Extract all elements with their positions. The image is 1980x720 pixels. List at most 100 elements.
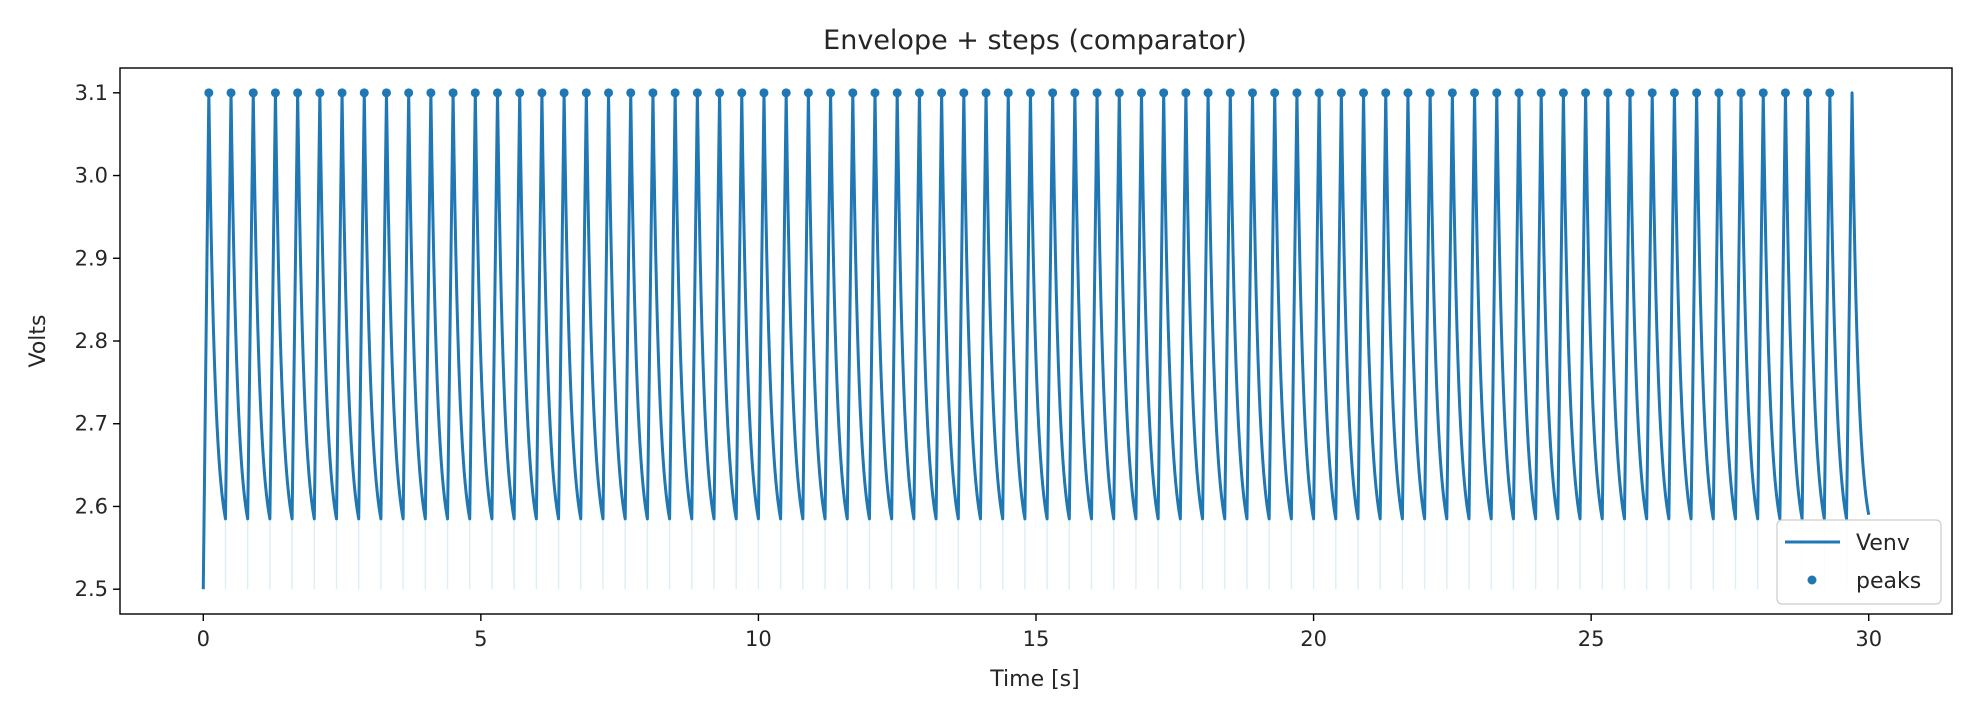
peak-point-50 [1314, 88, 1324, 98]
peak-point-48 [1270, 88, 1280, 98]
legend-label-peaks: peaks [1856, 569, 1921, 594]
peak-point-12 [470, 88, 480, 98]
x-tick-label: 10 [745, 627, 772, 651]
y-axis-label: Volts [26, 314, 51, 367]
peak-point-69 [1736, 88, 1746, 98]
peak-point-72 [1803, 88, 1813, 98]
peak-point-0 [204, 88, 214, 98]
peak-point-35 [981, 88, 991, 98]
peak-point-16 [559, 88, 569, 98]
peak-point-2 [248, 88, 258, 98]
peak-point-6 [337, 88, 347, 98]
peak-point-71 [1780, 88, 1790, 98]
peak-point-59 [1514, 88, 1524, 98]
x-axis: 0 5 10 15 20 25 30 [197, 614, 1882, 651]
chart-title: Envelope + steps (comparator) [823, 25, 1247, 56]
peak-point-17 [581, 88, 591, 98]
peak-point-65 [1647, 88, 1657, 98]
peak-point-60 [1536, 88, 1546, 98]
legend: Venv peaks [1776, 519, 1942, 605]
peak-point-47 [1248, 88, 1258, 98]
peak-point-30 [870, 88, 880, 98]
legend-marker-swatch [1807, 575, 1817, 585]
peak-point-27 [803, 88, 813, 98]
peak-point-38 [1048, 88, 1058, 98]
peak-point-23 [715, 88, 725, 98]
peak-point-19 [626, 88, 636, 98]
peak-point-42 [1136, 88, 1146, 98]
x-tick-label: 25 [1578, 627, 1605, 651]
peak-point-4 [293, 88, 303, 98]
peak-point-11 [448, 88, 458, 98]
y-tick-label: 2.8 [75, 329, 108, 353]
peak-point-73 [1825, 88, 1835, 98]
peak-point-26 [781, 88, 791, 98]
peak-point-49 [1292, 88, 1302, 98]
peak-point-51 [1336, 88, 1346, 98]
peak-point-57 [1470, 88, 1480, 98]
peak-point-32 [914, 88, 924, 98]
peak-point-8 [381, 88, 391, 98]
y-tick-label: 2.6 [75, 494, 108, 518]
y-tick-label: 2.9 [75, 246, 108, 270]
peak-point-53 [1381, 88, 1391, 98]
peak-point-46 [1225, 88, 1235, 98]
peak-point-45 [1203, 88, 1213, 98]
peak-point-1 [226, 88, 236, 98]
y-axis: 2.5 2.6 2.7 2.8 2.9 3.0 3.1 [75, 81, 120, 601]
peak-point-61 [1558, 88, 1568, 98]
y-tick-label: 2.5 [75, 577, 108, 601]
peak-point-10 [426, 88, 436, 98]
peak-point-15 [537, 88, 547, 98]
peak-point-64 [1625, 88, 1635, 98]
y-tick-label: 2.7 [75, 412, 108, 436]
peak-point-28 [826, 88, 836, 98]
peak-point-68 [1714, 88, 1724, 98]
peak-point-70 [1758, 88, 1768, 98]
peak-point-13 [493, 88, 503, 98]
peak-point-9 [404, 88, 414, 98]
x-axis-label: Time [s] [989, 667, 1079, 692]
peaks-layer [204, 88, 1835, 98]
x-tick-label: 15 [1023, 627, 1050, 651]
peak-point-29 [848, 88, 858, 98]
peak-point-33 [937, 88, 947, 98]
peak-point-55 [1425, 88, 1435, 98]
peak-point-62 [1581, 88, 1591, 98]
legend-label-venv: Venv [1856, 531, 1910, 556]
peak-point-63 [1603, 88, 1613, 98]
peak-point-43 [1159, 88, 1169, 98]
peak-point-67 [1692, 88, 1702, 98]
peak-point-21 [670, 88, 680, 98]
peak-point-40 [1092, 88, 1102, 98]
peak-point-66 [1669, 88, 1679, 98]
peak-point-56 [1447, 88, 1457, 98]
peak-point-24 [737, 88, 747, 98]
series-venv-line [201, 91, 1871, 590]
peak-point-44 [1181, 88, 1191, 98]
peak-point-37 [1025, 88, 1035, 98]
peak-point-54 [1403, 88, 1413, 98]
x-tick-label: 0 [197, 627, 210, 651]
peak-point-20 [648, 88, 658, 98]
line-layer [201, 91, 1871, 590]
peak-point-18 [604, 88, 614, 98]
peak-point-3 [270, 88, 280, 98]
y-tick-label: 3.1 [75, 81, 108, 105]
peak-point-31 [892, 88, 902, 98]
peak-point-34 [959, 88, 969, 98]
peak-point-39 [1070, 88, 1080, 98]
y-tick-label: 3.0 [75, 164, 108, 188]
peak-point-58 [1492, 88, 1502, 98]
peak-point-7 [359, 88, 369, 98]
peak-point-52 [1359, 88, 1369, 98]
peak-point-14 [515, 88, 525, 98]
steps-layer [224, 518, 1848, 590]
x-tick-label: 30 [1855, 627, 1882, 651]
peak-point-41 [1114, 88, 1124, 98]
x-tick-label: 20 [1300, 627, 1327, 651]
peak-point-36 [1003, 88, 1013, 98]
peak-point-22 [692, 88, 702, 98]
peak-point-5 [315, 88, 325, 98]
